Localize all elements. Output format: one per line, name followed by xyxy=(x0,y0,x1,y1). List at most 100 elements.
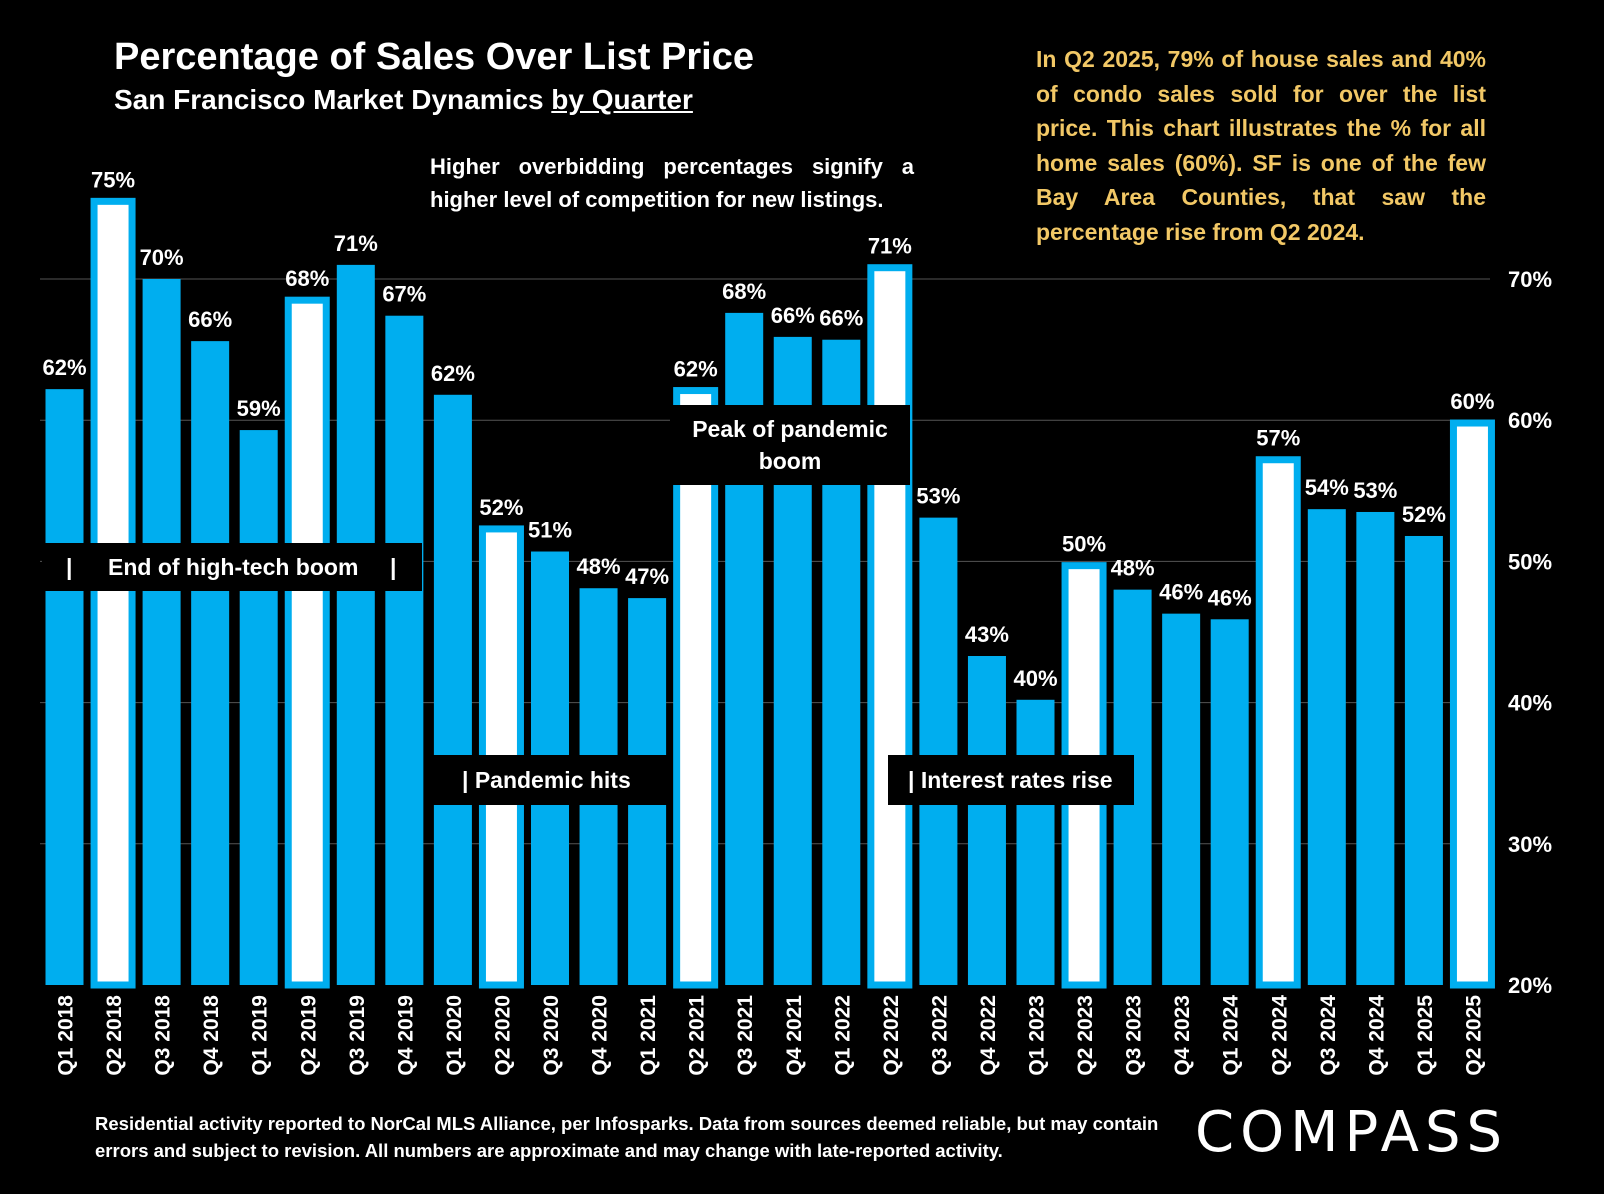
x-tick-label: Q1 2018 xyxy=(55,995,78,1076)
x-tick-label: Q1 2021 xyxy=(637,995,660,1076)
bar xyxy=(1404,535,1443,985)
bar-value-label: 66% xyxy=(771,303,815,328)
bar-value-label: 68% xyxy=(285,266,329,291)
annotation-interest-rates-rise: | Interest rates rise xyxy=(888,755,1134,805)
bar-value-label: 46% xyxy=(1208,585,1252,610)
x-tick-label: Q1 2023 xyxy=(1026,995,1049,1076)
bar-value-label: 60% xyxy=(1450,389,1494,414)
bar xyxy=(967,656,1006,985)
x-tick-label: Q1 2019 xyxy=(249,995,272,1076)
x-tick-label: Q4 2024 xyxy=(1365,995,1388,1076)
bar-value-label: 52% xyxy=(479,495,523,520)
bar-value-label: 70% xyxy=(140,245,184,270)
bar xyxy=(1162,613,1201,985)
y-tick-label: 70% xyxy=(1508,267,1552,292)
y-tick-label: 50% xyxy=(1508,549,1552,574)
bar-value-label: 75% xyxy=(91,167,135,192)
bar xyxy=(45,389,84,985)
x-tick-label: Q2 2025 xyxy=(1462,995,1485,1076)
y-tick-label: 40% xyxy=(1508,691,1552,716)
x-tick-label: Q4 2019 xyxy=(394,995,417,1076)
bar-value-label: 62% xyxy=(674,357,718,382)
x-tick-label: Q4 2020 xyxy=(589,995,612,1076)
bar-value-label: 71% xyxy=(334,231,378,256)
bar-value-label: 43% xyxy=(965,622,1009,647)
bar xyxy=(385,315,424,985)
overbidding-note: Higher overbidding percentages signify a… xyxy=(430,154,914,212)
x-tick-label: Q2 2018 xyxy=(103,995,126,1076)
bar-value-label: 59% xyxy=(237,396,281,421)
annotation-peak-of-pandemic-boom: Peak of pandemic boom xyxy=(670,405,910,485)
q2-2025-callout: In Q2 2025, 79% of house sales and 40% o… xyxy=(1036,46,1486,245)
bar-value-label: 48% xyxy=(1111,556,1155,581)
bar xyxy=(142,279,181,985)
bar-highlighted xyxy=(867,264,913,989)
bar-highlighted xyxy=(90,197,136,989)
bar-value-label: 53% xyxy=(1353,478,1397,503)
x-tick-label: Q3 2021 xyxy=(734,995,757,1076)
bar-value-label: 48% xyxy=(577,554,621,579)
x-tick-label: Q3 2018 xyxy=(152,995,175,1076)
bar-highlighted xyxy=(284,296,330,989)
bar xyxy=(433,394,472,985)
x-tick-label: Q2 2021 xyxy=(686,995,709,1076)
chart-subtitle: San Francisco Market Dynamics by Quarter xyxy=(114,84,693,116)
x-tick-label: Q1 2022 xyxy=(831,995,854,1076)
x-tick-label: Q4 2022 xyxy=(977,995,1000,1076)
x-tick-label: Q3 2023 xyxy=(1123,995,1146,1076)
bar-value-label: 54% xyxy=(1305,475,1349,500)
x-tick-label: Q3 2019 xyxy=(346,995,369,1076)
bar-value-label: 66% xyxy=(819,306,863,331)
bar xyxy=(919,517,958,985)
y-tick-label: 30% xyxy=(1508,832,1552,857)
bar-value-label: 52% xyxy=(1402,502,1446,527)
annotation-tech-left-marker: | xyxy=(66,553,73,580)
annotation-end-of-high-tech-boom: | End of high-tech boom | xyxy=(42,543,422,591)
compass-logo: COMPASS xyxy=(1195,1100,1509,1165)
subtitle-by-quarter: by Quarter xyxy=(551,84,693,115)
x-tick-label: Q3 2022 xyxy=(928,995,951,1076)
bar xyxy=(1210,619,1249,985)
x-tick-label: Q3 2020 xyxy=(540,995,563,1076)
bar-value-label: 50% xyxy=(1062,532,1106,557)
bar xyxy=(239,430,278,986)
x-tick-label: Q2 2020 xyxy=(491,995,514,1076)
bar xyxy=(1016,699,1055,985)
source-footnote: Residential activity reported to NorCal … xyxy=(95,1113,1159,1161)
bar-highlighted xyxy=(1449,419,1495,989)
y-tick-label: 60% xyxy=(1508,408,1552,433)
bar xyxy=(336,264,375,985)
bar-value-label: 66% xyxy=(188,307,232,332)
bar-value-label: 40% xyxy=(1013,666,1057,691)
bar-value-label: 62% xyxy=(431,361,475,386)
bar-highlighted xyxy=(673,387,719,989)
bar-value-label: 68% xyxy=(722,279,766,304)
bar-value-label: 71% xyxy=(868,234,912,259)
annotation-tech-right-marker: | xyxy=(390,553,397,580)
bar-value-label: 53% xyxy=(916,484,960,509)
bar-value-label: 46% xyxy=(1159,580,1203,605)
bar-highlighted xyxy=(1255,456,1301,989)
bar-value-label: 57% xyxy=(1256,426,1300,451)
annotation-tech-label: End of high-tech boom xyxy=(108,553,359,580)
y-tick-label: 20% xyxy=(1508,973,1552,998)
chart-title: Percentage of Sales Over List Price xyxy=(114,36,754,78)
bar-value-label: 67% xyxy=(382,282,426,307)
x-tick-label: Q1 2025 xyxy=(1414,995,1437,1076)
x-tick-label: Q2 2024 xyxy=(1268,995,1291,1076)
bar-value-label: 51% xyxy=(528,518,572,543)
x-tick-label: Q3 2024 xyxy=(1317,995,1340,1076)
x-tick-label: Q2 2023 xyxy=(1074,995,1097,1076)
x-tick-label: Q4 2023 xyxy=(1171,995,1194,1076)
bar-value-label: 62% xyxy=(42,355,86,380)
x-tick-label: Q1 2024 xyxy=(1220,995,1243,1076)
annotation-pandemic-hits: | Pandemic hits xyxy=(428,755,668,805)
bar xyxy=(191,341,230,985)
x-tick-label: Q4 2021 xyxy=(783,995,806,1076)
bar xyxy=(1307,509,1346,985)
x-tick-label: Q4 2018 xyxy=(200,995,223,1076)
bar xyxy=(1356,511,1395,985)
bar-value-label: 47% xyxy=(625,564,669,589)
x-tick-label: Q2 2022 xyxy=(880,995,903,1076)
subtitle-main: San Francisco Market Dynamics xyxy=(114,84,552,115)
